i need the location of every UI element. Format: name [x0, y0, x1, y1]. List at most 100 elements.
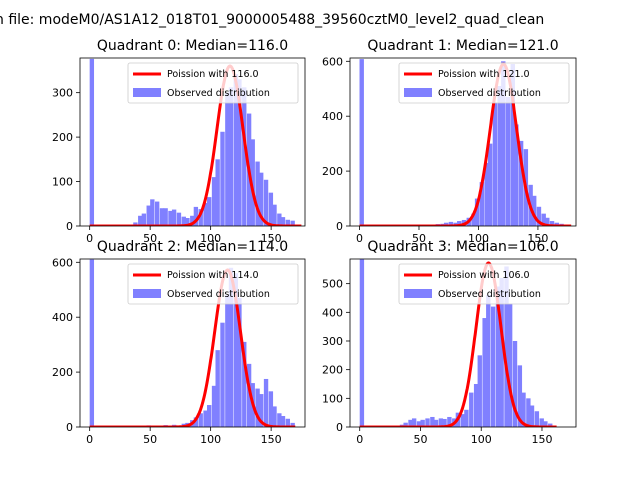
- histogram-bar: [141, 213, 147, 226]
- x-tick-label: 50: [413, 433, 427, 446]
- histogram-bar: [507, 303, 513, 427]
- y-tick-label: 400: [322, 110, 343, 123]
- histogram-bar: [504, 266, 509, 427]
- legend-box: [127, 263, 299, 305]
- histogram-bar: [486, 295, 491, 427]
- legend-label-fit: Poission with 106.0: [438, 270, 530, 281]
- legend-box: [398, 62, 570, 104]
- histogram-bar: [193, 206, 199, 226]
- axes-frame: [79, 258, 306, 428]
- legend-label-observed: Observed distribution: [167, 88, 270, 99]
- y-tick-label: 200: [52, 366, 73, 379]
- histogram-bar: [534, 411, 540, 427]
- histogram-bar: [150, 199, 155, 226]
- histogram-bar: [442, 418, 447, 427]
- histogram-bar: [549, 221, 555, 226]
- histogram-bar: [181, 216, 186, 226]
- histogram-bar: [501, 61, 506, 226]
- histogram-bar: [233, 74, 238, 226]
- x-tick-label: 150: [531, 433, 552, 446]
- histogram-bar: [448, 221, 454, 226]
- histogram-bar: [255, 388, 260, 427]
- x-tick-label: 50: [143, 232, 157, 245]
- histogram-bar: [408, 419, 413, 427]
- x-tick-label: 100: [471, 433, 492, 446]
- x-tick-label: 50: [143, 433, 157, 446]
- histogram-bar: [290, 220, 295, 226]
- histogram-bar: [469, 392, 474, 427]
- y-tick-label: 400: [322, 306, 343, 319]
- histogram-bar: [290, 422, 295, 427]
- legend-box: [398, 263, 570, 305]
- histogram-bar: [420, 419, 425, 427]
- histogram-bar: [359, 59, 364, 226]
- y-tick-label: 600: [52, 256, 73, 269]
- histogram-bar: [464, 409, 469, 427]
- axes-frame: [79, 57, 306, 227]
- poisson-fit-line: [359, 62, 572, 226]
- histogram-bar: [518, 140, 524, 226]
- y-tick-label: 0: [336, 421, 343, 434]
- legend-label-fit: Poission with 116.0: [167, 69, 259, 80]
- histogram-bar: [460, 414, 465, 427]
- y-tick-label: 200: [322, 364, 343, 377]
- x-tick-label: 0: [86, 232, 93, 245]
- axes-frame: [349, 258, 577, 428]
- histogram-bar: [447, 416, 452, 427]
- legend: Poission with 116.0 Observed distribution: [127, 62, 299, 104]
- histogram-bar: [554, 222, 559, 226]
- y-tick-label: 300: [322, 335, 343, 348]
- legend-label-observed: Observed distribution: [438, 289, 541, 300]
- x-tick-label: 100: [200, 232, 221, 245]
- legend: Poission with 121.0 Observed distribution: [398, 62, 570, 104]
- histogram-bar: [242, 341, 247, 427]
- histogram-bar: [268, 391, 274, 427]
- y-tick-label: 200: [52, 131, 73, 144]
- histogram-bar: [211, 177, 217, 226]
- legend-label-observed: Observed distribution: [167, 289, 270, 300]
- histogram-bar: [548, 423, 553, 427]
- histogram-bar: [272, 204, 277, 226]
- histogram-bar: [471, 213, 476, 226]
- histogram-bar: [541, 213, 546, 226]
- histogram-bar: [259, 172, 264, 226]
- axes-frame: [349, 57, 577, 227]
- histogram-bar: [543, 421, 548, 427]
- histogram-bar: [495, 286, 501, 427]
- histogram-bar: [280, 217, 286, 226]
- histogram-bar: [416, 421, 422, 427]
- histogram-bar: [536, 206, 542, 226]
- histogram-bar: [505, 96, 511, 226]
- histogram-bar: [499, 277, 504, 427]
- panel-title: Quadrant 3: Median=106.0: [367, 239, 558, 255]
- histogram-bar: [268, 192, 274, 226]
- plot-area: [359, 59, 572, 226]
- histogram-bar: [492, 102, 498, 226]
- histogram-bar: [163, 208, 168, 226]
- histogram-bar: [529, 405, 535, 427]
- x-tick-label: 100: [200, 433, 221, 446]
- histogram-bar: [215, 159, 220, 226]
- legend-label-observed: Observed distribution: [438, 88, 541, 99]
- histogram-bar: [89, 259, 95, 427]
- histogram-bar: [497, 86, 502, 226]
- histogram-bar: [159, 208, 165, 226]
- histogram-bar: [155, 201, 160, 226]
- histogram-bar: [193, 417, 199, 427]
- panel-title: Quadrant 1: Median=121.0: [367, 38, 558, 54]
- histogram-bar: [403, 422, 408, 427]
- plot-area: [89, 259, 296, 427]
- histogram-bar: [443, 222, 449, 226]
- histogram-bar: [545, 217, 550, 226]
- y-tick-label: 200: [322, 165, 343, 178]
- poisson-fit-line: [359, 261, 557, 427]
- histogram-bar: [425, 418, 430, 427]
- legend: Poission with 114.0 Observed distribution: [127, 263, 299, 305]
- histogram-bar: [484, 162, 489, 226]
- y-tick-label: 100: [52, 176, 73, 189]
- histogram-bar: [430, 416, 435, 427]
- histogram-bar: [477, 355, 482, 427]
- quadrant-0-panel: Quadrant 0: Median=116.0 0 50 100 150 0 100 200…: [52, 38, 306, 245]
- histogram-bar: [487, 143, 493, 226]
- x-tick-label: 150: [527, 232, 548, 245]
